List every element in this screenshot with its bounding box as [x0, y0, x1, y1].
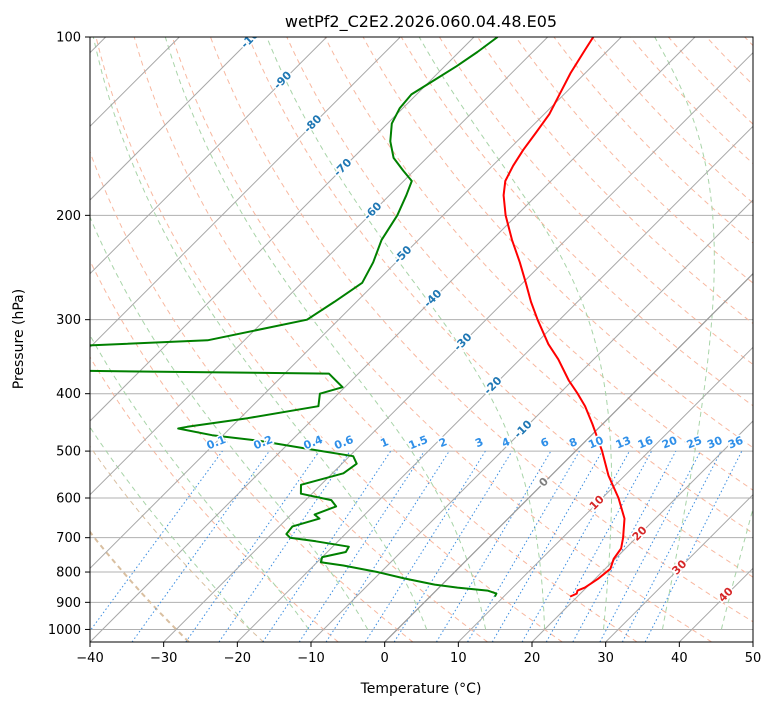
- dry-adiabat-line: [400, 37, 753, 407]
- x-tick-label: 10: [450, 651, 467, 666]
- mixing-ratio-line: [325, 450, 450, 642]
- isotherm-line: [310, 199, 753, 642]
- dry-adiabat-line: [90, 356, 339, 642]
- y-tick-label: 1000: [48, 623, 81, 638]
- pressure-gridlines: [90, 37, 753, 630]
- moist-adiabat-line: [90, 215, 369, 630]
- y-tick-label: 600: [56, 492, 81, 507]
- isotherm-line: [605, 493, 753, 642]
- mixing-ratio-line: [467, 450, 580, 642]
- mixing-ratio-line: [185, 450, 320, 642]
- mixing-ratio-line: [364, 450, 486, 642]
- x-tick-label: 20: [524, 651, 541, 666]
- isotherm-line: [90, 37, 475, 422]
- y-tick-label: 500: [56, 445, 81, 460]
- dry-adiabat-line: [133, 37, 638, 642]
- y-tick-label: 400: [56, 387, 81, 402]
- dry-adiabat-line: [90, 259, 414, 642]
- x-axis-label: Temperature (°C): [360, 681, 482, 697]
- dry-adiabat-line: [95, 37, 563, 642]
- y-tick-label: 200: [56, 209, 81, 224]
- x-tick-label: −40: [76, 651, 103, 666]
- mixing-ratio-line: [393, 450, 513, 642]
- mixing-ratio-line: [572, 450, 677, 642]
- isotherm-line: [90, 37, 254, 201]
- moist-adiabat-line: [164, 37, 487, 630]
- isotherm-line: [236, 125, 753, 642]
- temperature-profile-line: [502, 37, 626, 598]
- zero-isotherm-line: [384, 272, 753, 642]
- mixing-ratio-label: 10: [586, 434, 605, 452]
- dry-adiabat-line: [248, 37, 753, 578]
- isotherm-line: [90, 37, 328, 275]
- dry-adiabat-line: [324, 37, 753, 491]
- plot-frame: [89, 36, 754, 643]
- x-tick-label: 0: [381, 651, 389, 666]
- zero-isotherm: [384, 272, 753, 642]
- x-tick-label: 40: [671, 651, 688, 666]
- isotherm-line: [90, 37, 622, 570]
- x-tick-label: −30: [150, 651, 177, 666]
- isotherm-line: [90, 37, 696, 642]
- isotherm-line: [457, 346, 753, 642]
- y-tick-label: 900: [56, 596, 81, 611]
- y-tick-label: 100: [56, 31, 81, 46]
- mixing-ratio-line: [491, 450, 603, 642]
- chart-title: wetPf2_C2E2.2026.060.04.48.E05: [285, 12, 557, 32]
- isotherm-line: [163, 51, 753, 642]
- y-tick-label: 300: [56, 313, 81, 328]
- x-tick-label: 30: [597, 651, 614, 666]
- x-tick-label: 50: [745, 651, 762, 666]
- profile-series: [90, 37, 626, 598]
- moist-adiabat-line: [654, 37, 715, 630]
- moist-adiabat-line: [266, 37, 546, 630]
- dry-adiabat-line: [438, 37, 753, 366]
- moist-adiabat-line: [90, 426, 251, 630]
- x-tick-label: −10: [297, 651, 324, 666]
- y-tick-label: 800: [56, 566, 81, 581]
- isotherm-line: [531, 420, 753, 642]
- dry-adiabat-line: [286, 37, 753, 534]
- mixing-ratio-line: [521, 450, 630, 642]
- y-axis-ticks: 100 200 300 400 500 600 700 800 900 1000: [48, 31, 90, 638]
- isotherms: [90, 37, 753, 642]
- isotherm-line: [90, 37, 401, 349]
- x-tick-label: −20: [224, 651, 251, 666]
- dry-adiabats: [90, 37, 753, 642]
- dry-adiabat-line: [210, 37, 753, 623]
- x-axis-ticks: −40 −30 −20 −10 0 10 20 30 40 50: [76, 642, 761, 666]
- dry-adiabat-line: [90, 530, 190, 642]
- moist-adiabat-line: [92, 37, 428, 630]
- mixing-ratio-line: [435, 450, 552, 642]
- moist-adiabat-line: [418, 37, 613, 630]
- mixing-ratio-lines: [90, 450, 743, 642]
- y-tick-label: 700: [56, 531, 81, 546]
- dewpoint-profile-line: [90, 37, 499, 598]
- y-axis-label: Pressure (hPa): [11, 289, 27, 389]
- moist-adiabats: [90, 37, 753, 630]
- isotherm-line: [90, 37, 549, 496]
- mixing-ratio-line: [218, 450, 351, 642]
